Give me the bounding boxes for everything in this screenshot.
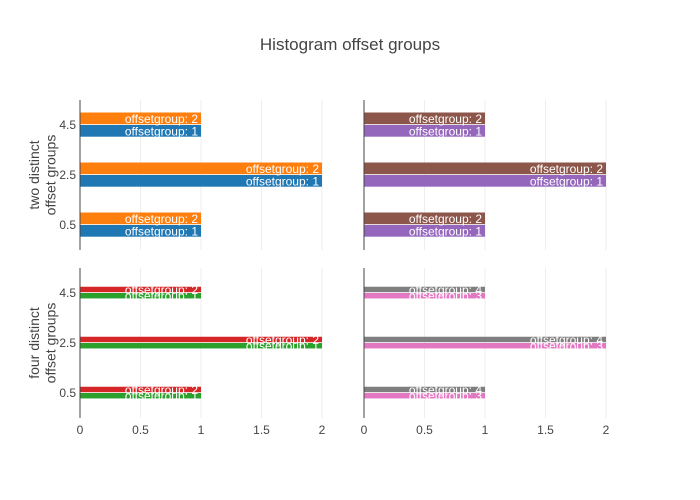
chart-title: Histogram offset groups [260, 35, 440, 54]
bar [364, 286, 485, 293]
bar [364, 225, 485, 237]
bar [364, 386, 485, 393]
bar [80, 393, 201, 399]
y-axis-title-line: four distinct [26, 307, 42, 379]
bar [80, 125, 201, 137]
bar-label: offsetgroup: 1 [125, 389, 198, 403]
x-tick-label: 0 [361, 423, 368, 437]
x-tick-label: 1.5 [253, 423, 270, 437]
bar [364, 393, 485, 399]
bar [80, 112, 201, 125]
y-tick-label: 4.5 [59, 286, 76, 300]
y-axis-title: four distinctoffset groups [26, 303, 58, 384]
bar-label: offsetgroup: 1 [246, 174, 319, 188]
x-tick-label: 0.5 [132, 423, 149, 437]
bar [80, 162, 322, 175]
bar [80, 336, 322, 343]
bar-label: offsetgroup: 1 [409, 224, 482, 238]
bar [364, 336, 606, 343]
bar-label: offsetgroup: 4 [409, 383, 482, 397]
y-tick-label: 4.5 [59, 118, 76, 132]
y-tick-label: 2.5 [59, 336, 76, 350]
y-tick-label: 2.5 [59, 168, 76, 182]
x-tick-label: 2 [603, 423, 610, 437]
y-axis-title: two distinctoffset groups [26, 135, 58, 216]
bar-label: offsetgroup: 1 [530, 174, 603, 188]
bar [364, 343, 606, 349]
x-tick-label: 0.5 [416, 423, 433, 437]
y-axis-title-line: two distinct [26, 140, 42, 209]
x-tick-label: 2 [319, 423, 326, 437]
bar-label: offsetgroup: 2 [125, 383, 198, 397]
y-tick-label: 0.5 [59, 386, 76, 400]
bar-label: offsetgroup: 1 [125, 124, 198, 138]
bar-label: offsetgroup: 3 [409, 389, 482, 403]
bar [80, 293, 201, 299]
bar-label: offsetgroup: 2 [530, 162, 603, 176]
y-axis-title-line: offset groups [42, 303, 58, 384]
bar-label: offsetgroup: 1 [409, 124, 482, 138]
bar [80, 386, 201, 393]
bar [364, 293, 485, 299]
bar [80, 225, 201, 237]
bar [364, 212, 485, 225]
bar-label: offsetgroup: 3 [409, 289, 482, 303]
bar [80, 343, 322, 349]
bar-label: offsetgroup: 4 [409, 283, 482, 297]
bar-label: offsetgroup: 2 [125, 283, 198, 297]
y-axis-title-line: offset groups [42, 135, 58, 216]
bar-label: offsetgroup: 2 [125, 212, 198, 226]
bar-label: offsetgroup: 2 [125, 112, 198, 126]
bar-label: offsetgroup: 2 [409, 112, 482, 126]
bar-label: offsetgroup: 2 [409, 212, 482, 226]
bar-label: offsetgroup: 2 [246, 333, 319, 347]
bar-label: offsetgroup: 4 [530, 333, 603, 347]
bar-label: offsetgroup: 1 [246, 339, 319, 353]
bar-label: offsetgroup: 3 [530, 339, 603, 353]
bar [80, 212, 201, 225]
bar [80, 286, 201, 293]
bar [364, 125, 485, 137]
bar-label: offsetgroup: 2 [246, 162, 319, 176]
x-tick-label: 1 [198, 423, 205, 437]
bar-label: offsetgroup: 1 [125, 224, 198, 238]
bar [364, 162, 606, 175]
x-tick-label: 1.5 [537, 423, 554, 437]
x-tick-label: 1 [482, 423, 489, 437]
bar [364, 112, 485, 125]
bar-label: offsetgroup: 1 [125, 289, 198, 303]
bar [80, 175, 322, 187]
y-tick-label: 0.5 [59, 218, 76, 232]
x-tick-label: 0 [77, 423, 84, 437]
bar [364, 175, 606, 187]
